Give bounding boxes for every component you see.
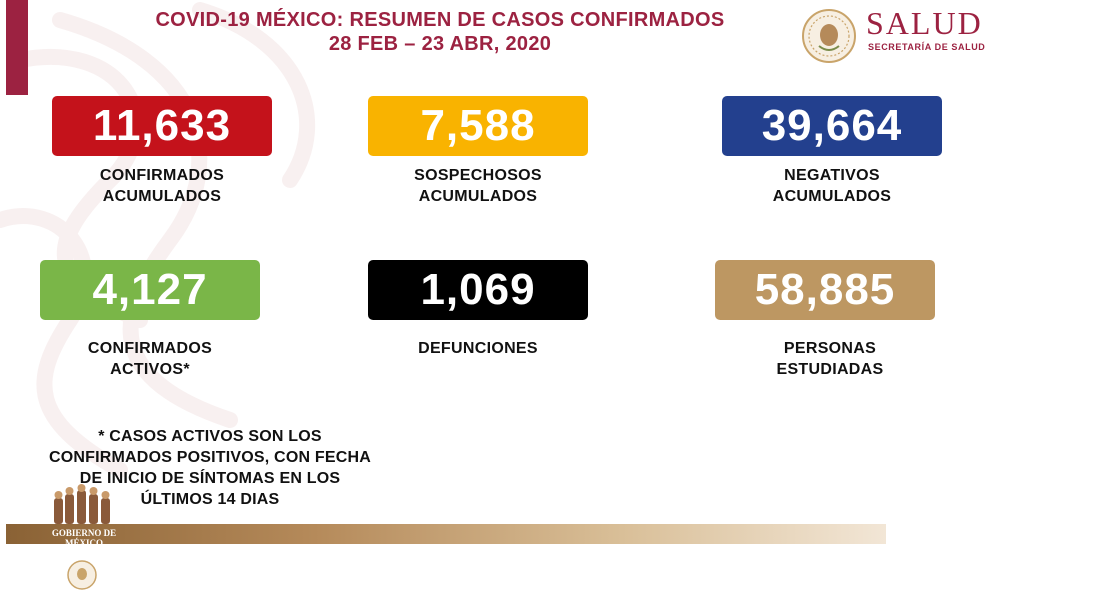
- stat-label-line-2: ACUMULADOS: [102, 188, 222, 205]
- stat-label-line-1: NEGATIVOS: [784, 167, 880, 184]
- title-line-1: COVID-19 MÉXICO: RESUMEN DE CASOS CONFIR…: [155, 9, 725, 31]
- gobierno-logo-text: GOBIERNO DE MÉXICO: [44, 528, 124, 548]
- stat-label-defunciones: DEFUNCIONES: [358, 338, 598, 359]
- footnote-line-4: ÚLTIMOS 14 DIAS: [140, 491, 280, 508]
- stat-label-line-2: ACTIVOS*: [110, 361, 190, 378]
- stat-label-confirmados-acumulados: CONFIRMADOS ACUMULADOS: [42, 165, 282, 207]
- small-seal-icon: [67, 560, 97, 590]
- stat-card-negativos-acumulados: 39,664: [722, 96, 942, 156]
- stat-label-line-1: SOSPECHOSOS: [414, 167, 542, 184]
- stat-label-line-2: ACUMULADOS: [418, 188, 538, 205]
- footer-band: [6, 524, 886, 544]
- stat-label-line-1: CONFIRMADOS: [87, 340, 213, 357]
- stat-card-sospechosos-acumulados: 7,588: [368, 96, 588, 156]
- stat-label-line-1: DEFUNCIONES: [418, 340, 538, 357]
- title-line-2: 28 FEB – 23 ABR, 2020: [328, 33, 552, 55]
- mexico-seal-icon: [802, 9, 856, 63]
- gobierno-figures-icon: [54, 484, 110, 524]
- page-title: COVID-19 MÉXICO: RESUMEN DE CASOS CONFIR…: [60, 8, 820, 56]
- gob-line-1: GOBIERNO DE: [51, 528, 117, 538]
- brand-subtitle: SECRETARÍA DE SALUD: [868, 42, 986, 52]
- footnote-line-2: CONFIRMADOS POSITIVOS, CON FECHA: [49, 449, 371, 466]
- stat-card-personas-estudiadas: 58,885: [715, 260, 935, 320]
- stat-label-negativos-acumulados: NEGATIVOS ACUMULADOS: [712, 165, 952, 207]
- footnote-line-3: DE INICIO DE SÍNTOMAS EN LOS: [79, 470, 341, 487]
- stat-label-line-1: CONFIRMADOS: [99, 167, 225, 184]
- stat-card-confirmados-activos: 4,127: [40, 260, 260, 320]
- stat-label-line-2: ESTUDIADAS: [776, 361, 884, 378]
- brand-name: SALUD: [866, 5, 983, 41]
- stat-card-confirmados-acumulados: 11,633: [52, 96, 272, 156]
- footnote-line-1: * CASOS ACTIVOS SON LOS: [98, 428, 322, 445]
- stat-label-line-1: PERSONAS: [783, 340, 877, 357]
- stat-card-defunciones: 1,069: [368, 260, 588, 320]
- gob-line-2: MÉXICO: [65, 538, 103, 548]
- accent-bar: [6, 0, 28, 95]
- stat-label-sospechosos-acumulados: SOSPECHOSOS ACUMULADOS: [358, 165, 598, 207]
- stat-label-personas-estudiadas: PERSONAS ESTUDIADAS: [710, 338, 950, 380]
- footnote: * CASOS ACTIVOS SON LOS CONFIRMADOS POSI…: [10, 426, 410, 510]
- stat-label-confirmados-activos: CONFIRMADOS ACTIVOS*: [30, 338, 270, 380]
- stat-label-line-2: ACUMULADOS: [772, 188, 892, 205]
